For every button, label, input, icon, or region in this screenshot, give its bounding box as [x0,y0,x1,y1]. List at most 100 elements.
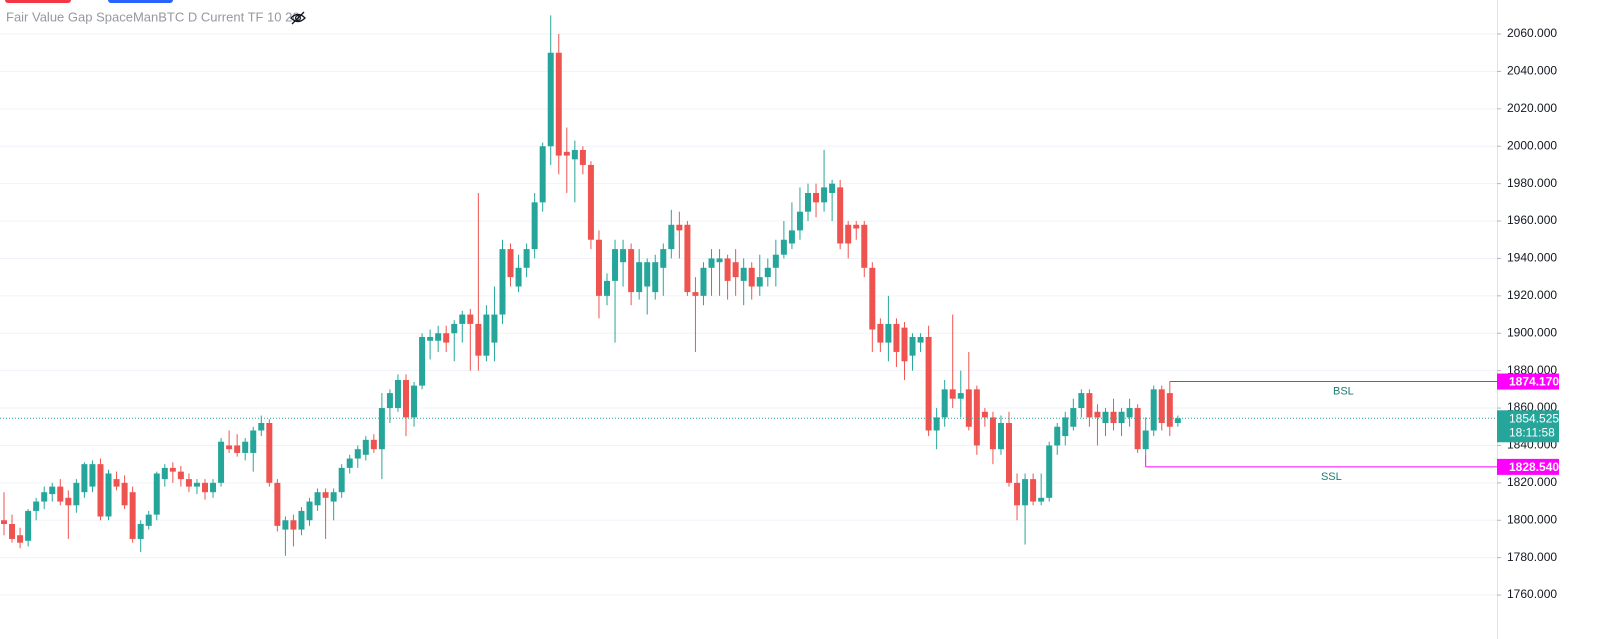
candle-body [475,323,482,356]
candle-body [73,482,80,506]
candle-body [185,479,192,487]
candle-body [354,449,361,459]
candle-body [515,267,522,287]
candle-body [604,280,610,296]
y-tick-label: 1980.000 [1507,176,1557,190]
candle-body [595,239,602,296]
candle-body [378,408,385,450]
candle-body [121,482,128,506]
candle-body [901,327,908,362]
candle-body [764,267,771,278]
level-price-label: 1828.540 [1509,460,1559,474]
candle-body [57,486,64,502]
level-price-box [1497,373,1559,390]
toolbar-button[interactable] [108,0,173,3]
candle-body [861,224,868,268]
candle-body [322,492,329,498]
candle-body [941,389,948,418]
candle-body [306,501,313,521]
candle-body [692,292,699,296]
candle-body [925,336,932,431]
candle-body [105,473,112,517]
candle-body [459,314,466,324]
candle-body [652,262,659,293]
candle-body [193,482,200,487]
candle-body [1158,389,1165,424]
candle-body [137,523,144,539]
candle-body [973,389,980,446]
candle-body [113,479,120,487]
candle-body [636,262,643,293]
candle-body [97,464,104,517]
candle-body [314,492,321,506]
candle-body [1054,426,1061,446]
candle-body [853,224,860,229]
plot: BSL SSL [0,15,1497,556]
candle-body [218,441,225,483]
candle-body [1150,389,1157,431]
candle-body [1006,423,1012,483]
candle-body [403,379,409,418]
candle-body [837,187,844,244]
current-price-label: 1854.525 [1509,411,1559,425]
current-price-box [1497,410,1559,443]
candle-body [700,267,707,296]
candle-body [949,389,956,399]
candle-body [869,267,876,330]
candle-body [620,249,627,263]
candle-body [274,482,281,526]
level-price-label: 1874.170 [1509,375,1559,389]
indicator-title: Fair Value Gap SpaceManBTC D Current TF … [6,9,300,24]
candle-body [1062,417,1069,437]
candle-body [628,249,635,293]
candle-body [346,458,353,468]
countdown-label: 18:11:58 [1509,425,1555,439]
y-tick-label: 1880.000 [1507,363,1557,377]
candle-body [427,336,434,341]
candle-body [483,314,490,356]
candle-body [1078,393,1085,409]
candle-body [258,423,265,431]
candle-body [788,230,795,244]
candle-body [829,183,836,193]
candle-body [451,323,458,334]
candle-body [587,164,594,240]
candle-body [290,520,297,530]
candle-body [1030,479,1037,502]
candle-body [668,224,675,250]
candle-body [394,379,401,409]
candle-body [957,393,964,399]
candle-body [740,267,747,281]
candle-body [153,473,160,515]
candle-body [467,314,474,324]
y-tick-label: 2020.000 [1507,101,1557,115]
candle-body [909,336,916,356]
candle-body [893,323,900,352]
candle-body [202,482,208,493]
candle-body [523,249,530,268]
candle-body [282,520,289,530]
candle-body [1126,408,1133,418]
candle-body [1,520,7,524]
candle-body [1118,411,1125,424]
candle-body [933,417,940,431]
candle-body [250,430,257,453]
candle-body [821,187,828,203]
y-tick-label: 1920.000 [1507,288,1557,302]
candle-body [732,262,739,278]
candle-body [676,224,683,231]
visibility-icon[interactable] [290,11,306,25]
toolbar-button[interactable] [5,0,71,3]
level-name: SSL [1321,471,1342,483]
candle-body [411,385,418,418]
y-tick-label: 2080.000 [1507,0,1557,3]
y-tick-label: 2000.000 [1507,138,1557,152]
y-tick-label: 2060.000 [1507,26,1557,40]
level-price-box [1497,458,1559,475]
candle-body [780,239,787,255]
candle-body [41,492,48,502]
candle-body [724,258,731,281]
candle-body [435,333,442,341]
